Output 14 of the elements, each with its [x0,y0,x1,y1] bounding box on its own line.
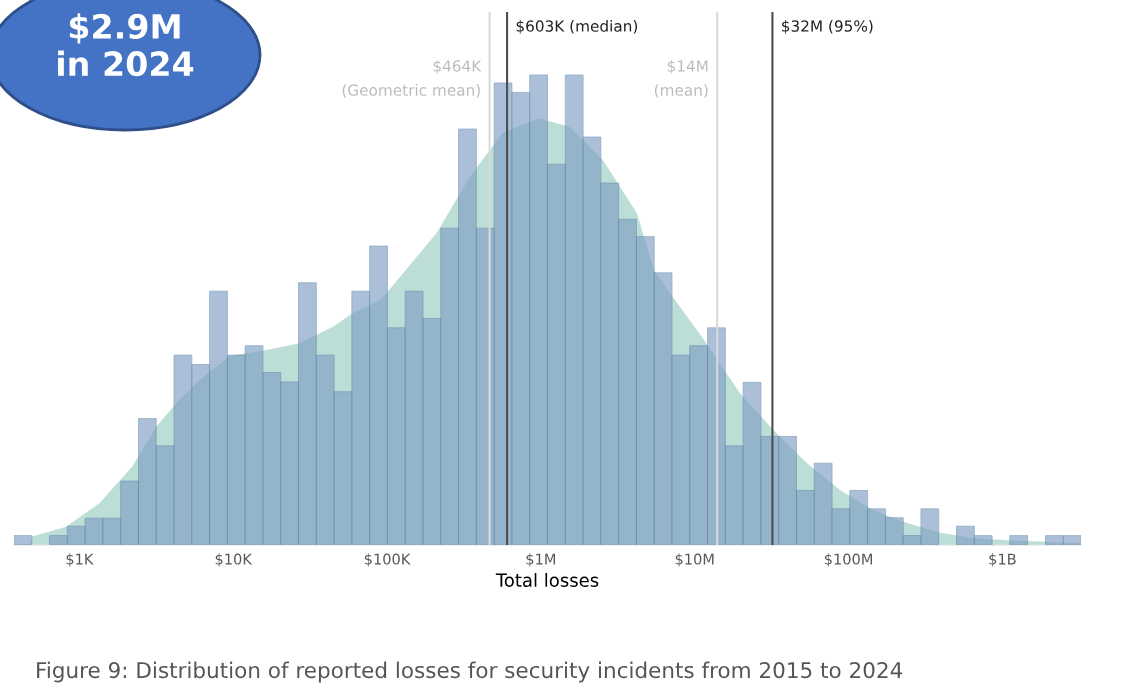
annotation: $2.9M in 2024 [58,13,194,77]
ref-line-label: $603K (median) [516,20,638,34]
x-axis-title: Total losses [495,573,599,587]
x-tick-label: $100M [824,553,872,567]
x-tick-label: $100K [364,553,411,567]
x-tick-label: $1K [66,553,94,567]
x-tick-label: $10M [675,553,714,567]
ref-line-label: $32M (95%) [782,20,873,34]
x-tick-label: $1M [526,553,556,567]
x-tick-label: $1B [989,553,1016,567]
x-tick-label: $10K [215,553,253,567]
ref-line-label: $14M (mean) [654,59,708,98]
ref-line-label: $464K (Geometric mean) [342,59,482,98]
caption: Figure 9: Distribution of reported losses for security incidents from 2015 to 2024 [37,661,903,683]
